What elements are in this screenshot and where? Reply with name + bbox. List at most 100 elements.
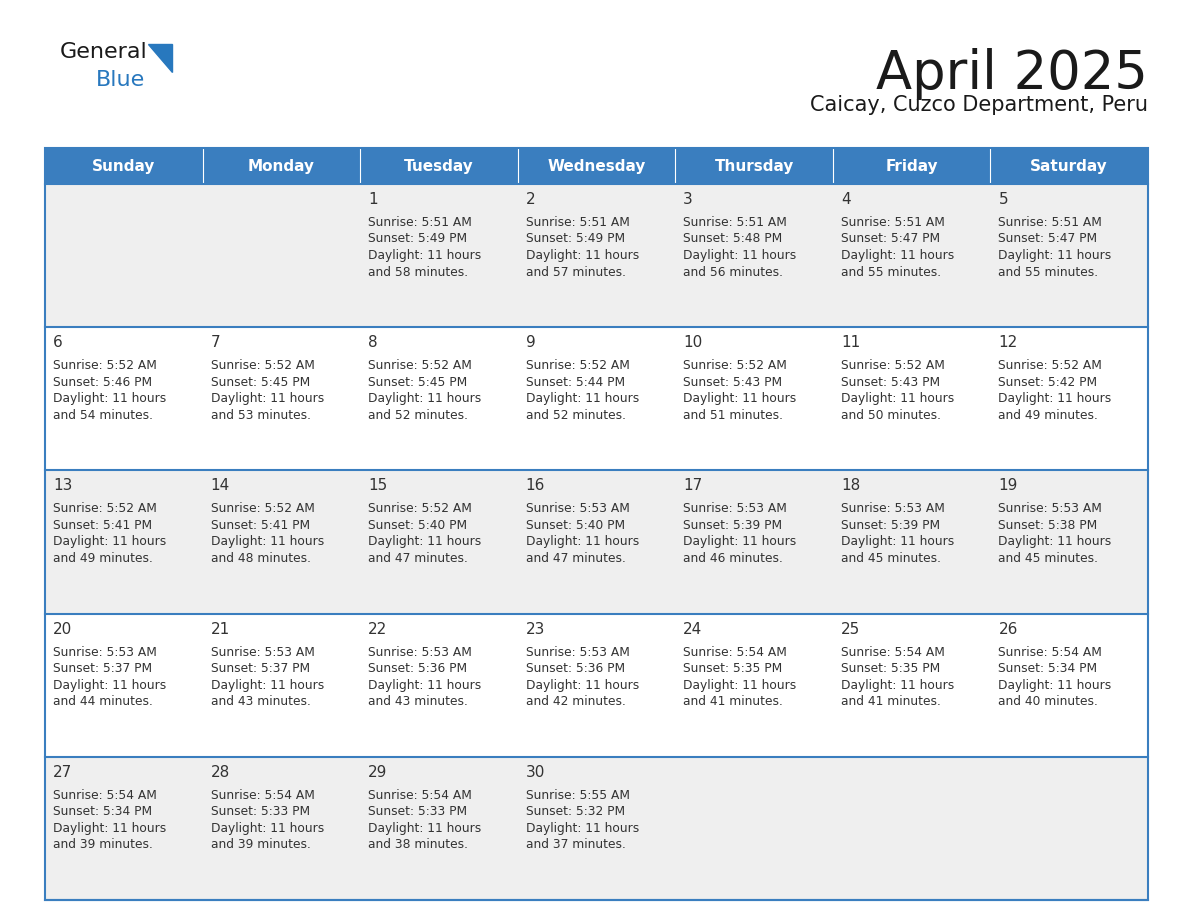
Text: 28: 28 <box>210 765 229 779</box>
Text: Daylight: 11 hours: Daylight: 11 hours <box>683 392 796 405</box>
Text: 11: 11 <box>841 335 860 350</box>
Text: 4: 4 <box>841 192 851 207</box>
Text: 29: 29 <box>368 765 387 779</box>
Text: Friday: Friday <box>885 159 939 174</box>
Text: Daylight: 11 hours: Daylight: 11 hours <box>841 392 954 405</box>
Text: Wednesday: Wednesday <box>548 159 646 174</box>
Text: Daylight: 11 hours: Daylight: 11 hours <box>368 822 481 834</box>
Text: 16: 16 <box>526 478 545 493</box>
Text: Sunrise: 5:53 AM: Sunrise: 5:53 AM <box>210 645 315 658</box>
Text: and 43 minutes.: and 43 minutes. <box>368 695 468 708</box>
Text: Daylight: 11 hours: Daylight: 11 hours <box>526 392 639 405</box>
Text: Sunrise: 5:54 AM: Sunrise: 5:54 AM <box>368 789 472 801</box>
Text: Daylight: 11 hours: Daylight: 11 hours <box>841 678 954 691</box>
Text: Blue: Blue <box>96 70 145 90</box>
Text: 17: 17 <box>683 478 702 493</box>
Text: Sunrise: 5:52 AM: Sunrise: 5:52 AM <box>53 502 157 515</box>
Text: April 2025: April 2025 <box>876 48 1148 100</box>
Text: and 56 minutes.: and 56 minutes. <box>683 265 783 278</box>
Text: Sunrise: 5:52 AM: Sunrise: 5:52 AM <box>210 359 315 372</box>
Text: 13: 13 <box>53 478 72 493</box>
Text: Daylight: 11 hours: Daylight: 11 hours <box>210 822 324 834</box>
Text: 9: 9 <box>526 335 536 350</box>
Text: Sunrise: 5:53 AM: Sunrise: 5:53 AM <box>53 645 157 658</box>
Text: Sunset: 5:40 PM: Sunset: 5:40 PM <box>368 519 467 532</box>
Text: Sunset: 5:38 PM: Sunset: 5:38 PM <box>998 519 1098 532</box>
Text: Sunset: 5:32 PM: Sunset: 5:32 PM <box>526 805 625 818</box>
Text: 1: 1 <box>368 192 378 207</box>
Text: Sunrise: 5:51 AM: Sunrise: 5:51 AM <box>683 216 788 229</box>
Text: Sunset: 5:45 PM: Sunset: 5:45 PM <box>368 375 467 388</box>
Bar <box>675 148 833 184</box>
Text: Daylight: 11 hours: Daylight: 11 hours <box>998 535 1112 548</box>
Bar <box>360 148 518 184</box>
Text: and 39 minutes.: and 39 minutes. <box>53 838 153 851</box>
Bar <box>45 613 1148 756</box>
Bar <box>45 184 1148 327</box>
Text: and 42 minutes.: and 42 minutes. <box>526 695 626 708</box>
Text: 27: 27 <box>53 765 72 779</box>
Text: Sunset: 5:35 PM: Sunset: 5:35 PM <box>683 662 783 675</box>
Text: Sunset: 5:33 PM: Sunset: 5:33 PM <box>210 805 310 818</box>
Text: Sunset: 5:37 PM: Sunset: 5:37 PM <box>53 662 152 675</box>
Text: Daylight: 11 hours: Daylight: 11 hours <box>210 535 324 548</box>
Text: and 49 minutes.: and 49 minutes. <box>998 409 1098 421</box>
Text: Sunset: 5:40 PM: Sunset: 5:40 PM <box>526 519 625 532</box>
Text: and 45 minutes.: and 45 minutes. <box>841 552 941 565</box>
Text: Sunset: 5:39 PM: Sunset: 5:39 PM <box>841 519 940 532</box>
Text: Sunrise: 5:51 AM: Sunrise: 5:51 AM <box>368 216 472 229</box>
Text: 19: 19 <box>998 478 1018 493</box>
Text: 8: 8 <box>368 335 378 350</box>
Text: 21: 21 <box>210 621 229 636</box>
Text: and 41 minutes.: and 41 minutes. <box>841 695 941 708</box>
Text: and 47 minutes.: and 47 minutes. <box>368 552 468 565</box>
Text: Sunrise: 5:53 AM: Sunrise: 5:53 AM <box>526 645 630 658</box>
Bar <box>203 148 360 184</box>
Text: and 38 minutes.: and 38 minutes. <box>368 838 468 851</box>
Text: and 51 minutes.: and 51 minutes. <box>683 409 783 421</box>
Bar <box>518 148 675 184</box>
Text: Sunset: 5:45 PM: Sunset: 5:45 PM <box>210 375 310 388</box>
Text: Sunrise: 5:52 AM: Sunrise: 5:52 AM <box>998 359 1102 372</box>
Bar <box>45 148 1148 900</box>
Text: Sunset: 5:44 PM: Sunset: 5:44 PM <box>526 375 625 388</box>
Text: Daylight: 11 hours: Daylight: 11 hours <box>368 249 481 262</box>
Text: and 41 minutes.: and 41 minutes. <box>683 695 783 708</box>
Text: Daylight: 11 hours: Daylight: 11 hours <box>526 822 639 834</box>
Text: Sunset: 5:36 PM: Sunset: 5:36 PM <box>526 662 625 675</box>
Text: 15: 15 <box>368 478 387 493</box>
Text: Daylight: 11 hours: Daylight: 11 hours <box>526 535 639 548</box>
Text: Sunset: 5:39 PM: Sunset: 5:39 PM <box>683 519 783 532</box>
Text: Sunset: 5:47 PM: Sunset: 5:47 PM <box>998 232 1098 245</box>
Text: Sunrise: 5:54 AM: Sunrise: 5:54 AM <box>841 645 944 658</box>
Text: Sunrise: 5:53 AM: Sunrise: 5:53 AM <box>683 502 788 515</box>
Text: Sunset: 5:49 PM: Sunset: 5:49 PM <box>368 232 467 245</box>
Text: Sunset: 5:43 PM: Sunset: 5:43 PM <box>683 375 783 388</box>
Text: Daylight: 11 hours: Daylight: 11 hours <box>683 535 796 548</box>
Text: and 52 minutes.: and 52 minutes. <box>368 409 468 421</box>
Text: Sunrise: 5:51 AM: Sunrise: 5:51 AM <box>841 216 944 229</box>
Bar <box>833 148 991 184</box>
Text: Sunset: 5:41 PM: Sunset: 5:41 PM <box>53 519 152 532</box>
Text: Sunday: Sunday <box>93 159 156 174</box>
Bar <box>45 148 203 184</box>
Text: Daylight: 11 hours: Daylight: 11 hours <box>841 535 954 548</box>
Text: Sunset: 5:37 PM: Sunset: 5:37 PM <box>210 662 310 675</box>
Text: and 55 minutes.: and 55 minutes. <box>841 265 941 278</box>
Text: Daylight: 11 hours: Daylight: 11 hours <box>998 249 1112 262</box>
Text: and 50 minutes.: and 50 minutes. <box>841 409 941 421</box>
Text: and 54 minutes.: and 54 minutes. <box>53 409 153 421</box>
Text: Daylight: 11 hours: Daylight: 11 hours <box>53 535 166 548</box>
Text: Thursday: Thursday <box>714 159 794 174</box>
Text: Daylight: 11 hours: Daylight: 11 hours <box>683 249 796 262</box>
Text: 24: 24 <box>683 621 702 636</box>
Text: and 49 minutes.: and 49 minutes. <box>53 552 153 565</box>
Text: 10: 10 <box>683 335 702 350</box>
Text: Sunset: 5:43 PM: Sunset: 5:43 PM <box>841 375 940 388</box>
Text: and 39 minutes.: and 39 minutes. <box>210 838 310 851</box>
Text: 6: 6 <box>53 335 63 350</box>
Text: 12: 12 <box>998 335 1018 350</box>
Text: Daylight: 11 hours: Daylight: 11 hours <box>53 392 166 405</box>
Text: 20: 20 <box>53 621 72 636</box>
Text: 14: 14 <box>210 478 229 493</box>
